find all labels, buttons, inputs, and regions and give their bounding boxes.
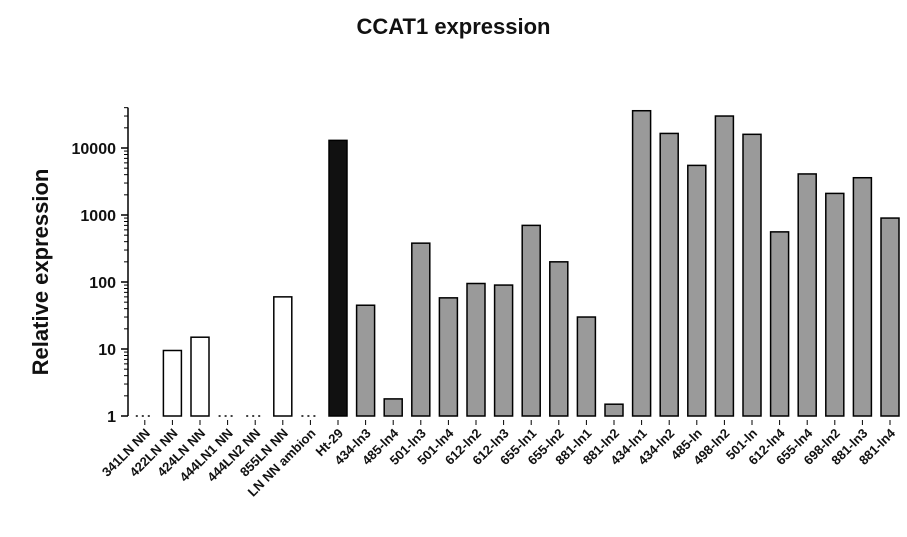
bar bbox=[383, 398, 403, 417]
bar bbox=[328, 139, 348, 417]
bar bbox=[521, 224, 541, 417]
bar bbox=[852, 176, 873, 417]
bar bbox=[880, 217, 900, 417]
bar bbox=[659, 132, 679, 417]
y-axis-label: Relative expression bbox=[28, 169, 53, 376]
bar bbox=[631, 109, 652, 417]
bar bbox=[493, 284, 514, 417]
y-tick-label: 1 bbox=[107, 409, 116, 426]
bar bbox=[190, 336, 210, 417]
bar bbox=[769, 231, 790, 417]
y-tick-label: 10 bbox=[98, 342, 116, 359]
bar bbox=[687, 164, 707, 417]
bar bbox=[576, 316, 597, 417]
bar bbox=[714, 115, 735, 417]
y-tick-label: 10000 bbox=[72, 141, 117, 158]
bar bbox=[273, 296, 293, 417]
bar bbox=[411, 242, 431, 417]
bar bbox=[797, 173, 817, 417]
bar bbox=[742, 133, 762, 417]
bar bbox=[825, 192, 845, 417]
bar bbox=[438, 297, 459, 417]
bars bbox=[135, 109, 900, 417]
bar bbox=[604, 403, 624, 417]
bar bbox=[549, 261, 569, 417]
chart-title: CCAT1 expression bbox=[356, 14, 551, 39]
y-ticks bbox=[121, 107, 128, 417]
y-tick-label: 100 bbox=[89, 275, 116, 292]
bar bbox=[355, 304, 376, 417]
bar bbox=[162, 349, 183, 417]
y-tick-label: 1000 bbox=[80, 208, 116, 225]
bar bbox=[466, 282, 486, 417]
